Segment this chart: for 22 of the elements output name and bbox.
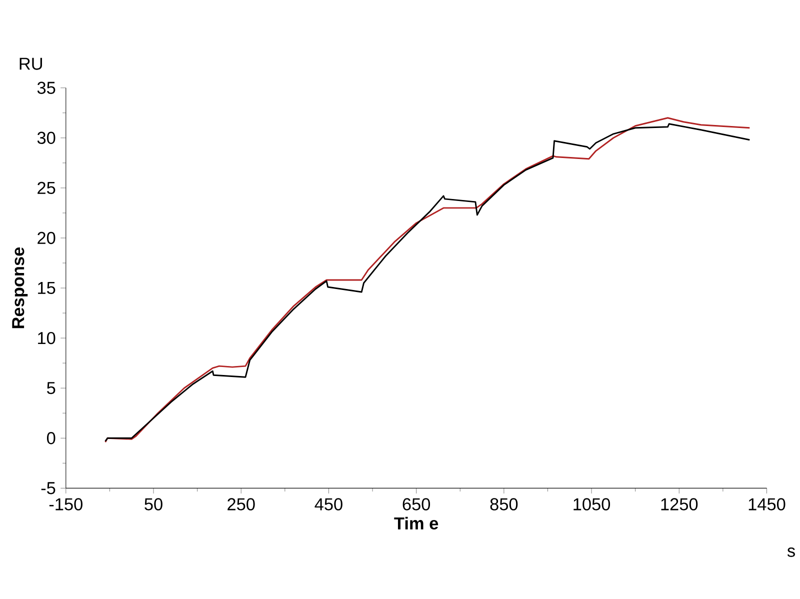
y-tick-label: -5 [41, 482, 56, 494]
y-tick-label: 0 [46, 432, 56, 444]
text: s [787, 548, 795, 557]
y-tick-label: 25 [38, 182, 56, 194]
y-tick-label: 5 [47, 382, 56, 394]
y-tick-label: 30 [37, 132, 56, 144]
x-tick-label: 450 [314, 498, 342, 510]
x-tick-label: 850 [490, 498, 518, 510]
x-tick-label: 1250 [661, 498, 698, 510]
x-tick-label: 1450 [748, 498, 786, 510]
y-tick-label: 35 [37, 82, 56, 94]
y-axis-title: Response [12, 247, 28, 328]
y-tick-label: 20 [38, 232, 56, 244]
y-tick-label: 10 [38, 332, 56, 344]
x-tick-label: 250 [228, 498, 255, 510]
x-axis-title: Tim e [394, 516, 438, 530]
x-tick-label: 50 [144, 498, 162, 510]
y-tick-label: 15 [38, 282, 56, 294]
x-tick-label: 650 [402, 498, 430, 510]
text: RU [20, 58, 42, 70]
x-tick-label: -150 [49, 498, 82, 510]
x-tick-label: 1050 [574, 498, 610, 510]
